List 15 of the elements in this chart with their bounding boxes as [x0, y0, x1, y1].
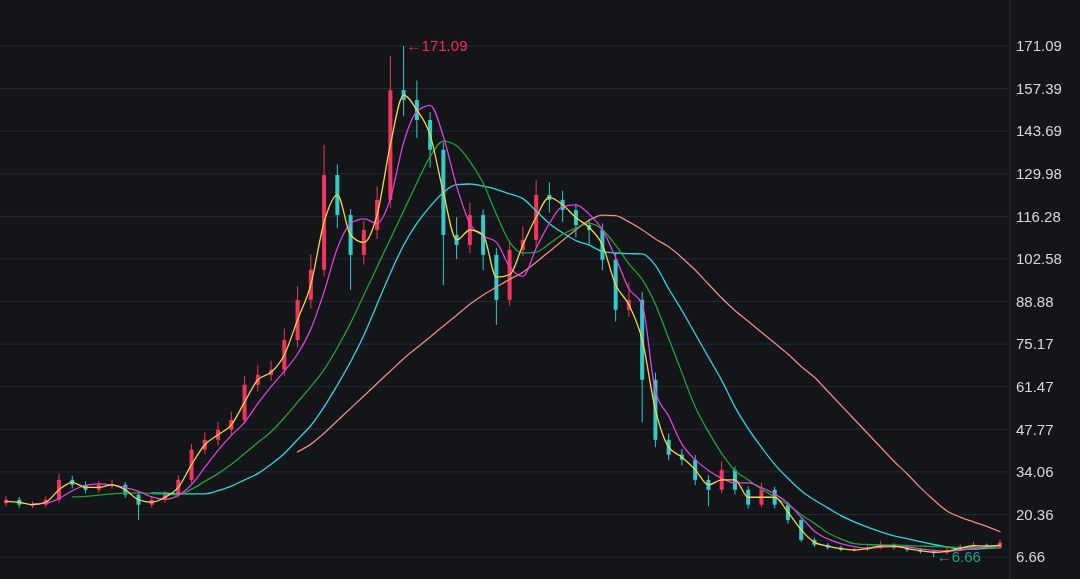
- y-tick-label: 116.28: [1016, 207, 1061, 225]
- y-tick-label: 47.77: [1016, 420, 1054, 438]
- y-tick-label: 129.98: [1016, 165, 1062, 183]
- y-tick-label: 61.47: [1016, 377, 1054, 395]
- y-tick-label: 171.09: [1016, 37, 1062, 55]
- y-tick-label: 75.17: [1016, 335, 1054, 353]
- y-tick-label: 20.36: [1016, 505, 1054, 523]
- annotation: ←6.66: [936, 548, 981, 566]
- y-tick-label: 34.06: [1016, 463, 1054, 481]
- y-tick-label: 102.58: [1016, 250, 1062, 268]
- annotation: ←171.09: [406, 37, 468, 55]
- y-tick-label: 88.88: [1016, 292, 1054, 310]
- y-tick-label: 157.39: [1016, 79, 1062, 97]
- y-tick-label: 6.66: [1016, 548, 1046, 566]
- y-tick-label: 143.69: [1016, 122, 1062, 140]
